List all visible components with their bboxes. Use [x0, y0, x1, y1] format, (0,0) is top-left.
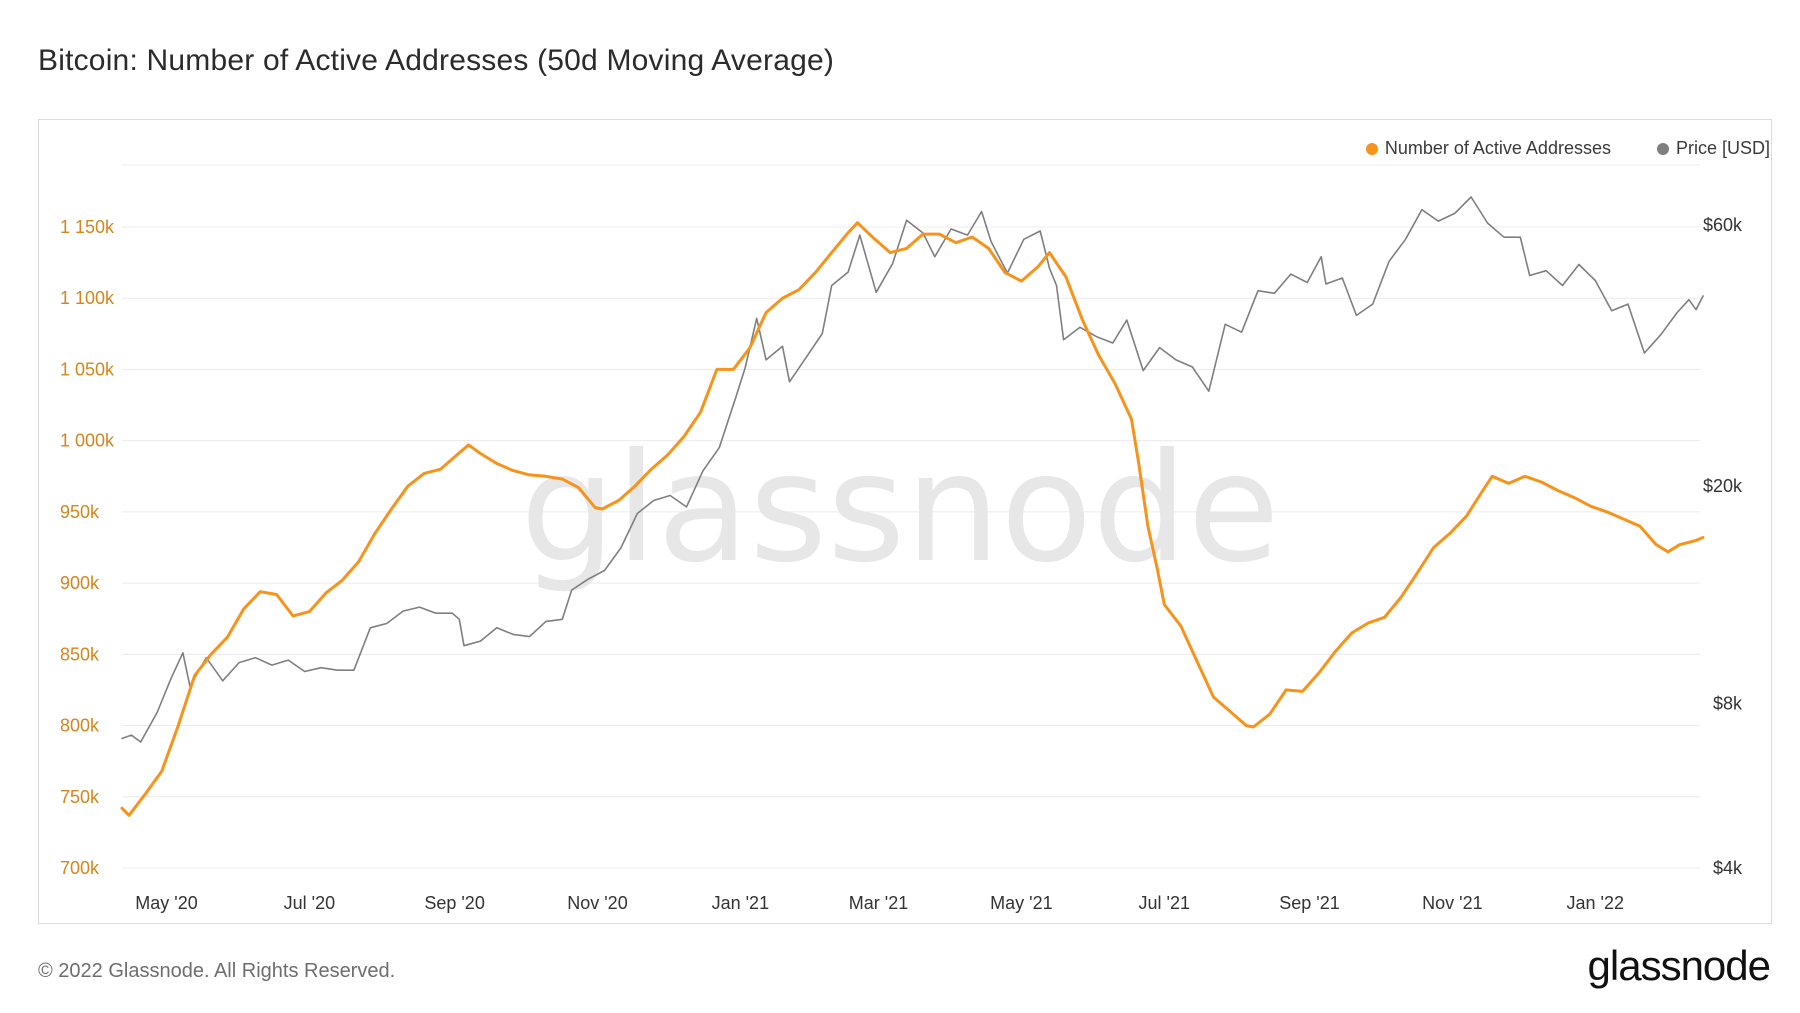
- left-axis-tick-label: 1 000k: [60, 431, 115, 451]
- left-axis: 700k 750k 800k 850k 900k 950k 1 000k 1 050k 1 10…: [60, 217, 115, 878]
- x-axis-tick-label: May '20: [135, 893, 197, 913]
- legend-dot-active-addresses: [1365, 142, 1378, 155]
- glassnode-logo[interactable]: glassnode: [1587, 942, 1771, 989]
- x-axis-tick-label: Mar '21: [849, 893, 908, 913]
- left-axis-tick-label: 900k: [60, 573, 100, 593]
- legend-label-active-addresses: Number of Active Addresses: [1384, 138, 1611, 158]
- left-axis-tick-label: 1 100k: [60, 288, 115, 308]
- left-axis-tick-label: 850k: [60, 644, 100, 664]
- legend-label-price: Price [USD]: [1675, 138, 1770, 158]
- grid-lines: [122, 164, 1700, 869]
- x-axis: May '20 Jul '20 Sep '20 Nov '20 Jan '21 Mar '…: [135, 893, 1624, 913]
- legend-item-price[interactable]: Price [USD]: [1656, 138, 1770, 159]
- x-axis-tick-label: Jul '20: [284, 893, 335, 913]
- x-axis-tick-label: Jul '21: [1139, 893, 1190, 913]
- x-axis-tick-label: Sep '20: [424, 893, 485, 913]
- x-axis-tick-label: Jan '21: [712, 893, 769, 913]
- left-axis-tick-label: 800k: [60, 716, 100, 736]
- series-lines: [120, 196, 1705, 817]
- watermark: glassnode: [520, 422, 1279, 596]
- right-axis-tick-label: $60k: [1703, 215, 1743, 235]
- chart-title: Bitcoin: Number of Active Addresses (50d…: [38, 44, 835, 77]
- legend-dot-price: [1656, 142, 1669, 155]
- x-axis-tick-label: Jan '22: [1567, 893, 1624, 913]
- x-axis-tick-label: Nov '20: [567, 893, 627, 913]
- right-axis: $4k $8k $20k $60k: [1703, 215, 1743, 878]
- series-line-active-addresses: [120, 221, 1705, 817]
- x-axis-tick-label: Sep '21: [1279, 893, 1340, 913]
- series-line-price: [121, 196, 1704, 743]
- right-axis-tick-label: $20k: [1703, 476, 1743, 496]
- right-axis-tick-label: $4k: [1713, 858, 1743, 878]
- x-axis-tick-label: Nov '21: [1422, 893, 1482, 913]
- x-axis-tick-label: May '21: [990, 893, 1052, 913]
- right-axis-tick-label: $8k: [1713, 693, 1743, 713]
- copyright-text: © 2022 Glassnode. All Rights Reserved.: [38, 960, 396, 982]
- legend-item-active-addresses[interactable]: Number of Active Addresses: [1365, 138, 1611, 159]
- left-axis-tick-label: 950k: [60, 502, 100, 522]
- left-axis-tick-label: 750k: [60, 787, 100, 807]
- left-axis-tick-label: 1 150k: [60, 217, 115, 237]
- left-axis-tick-label: 700k: [60, 858, 100, 878]
- chart-legend: Number of Active Addresses Price [USD]: [1365, 138, 1770, 159]
- chart-frame: [38, 119, 1772, 924]
- left-axis-tick-label: 1 050k: [60, 359, 115, 379]
